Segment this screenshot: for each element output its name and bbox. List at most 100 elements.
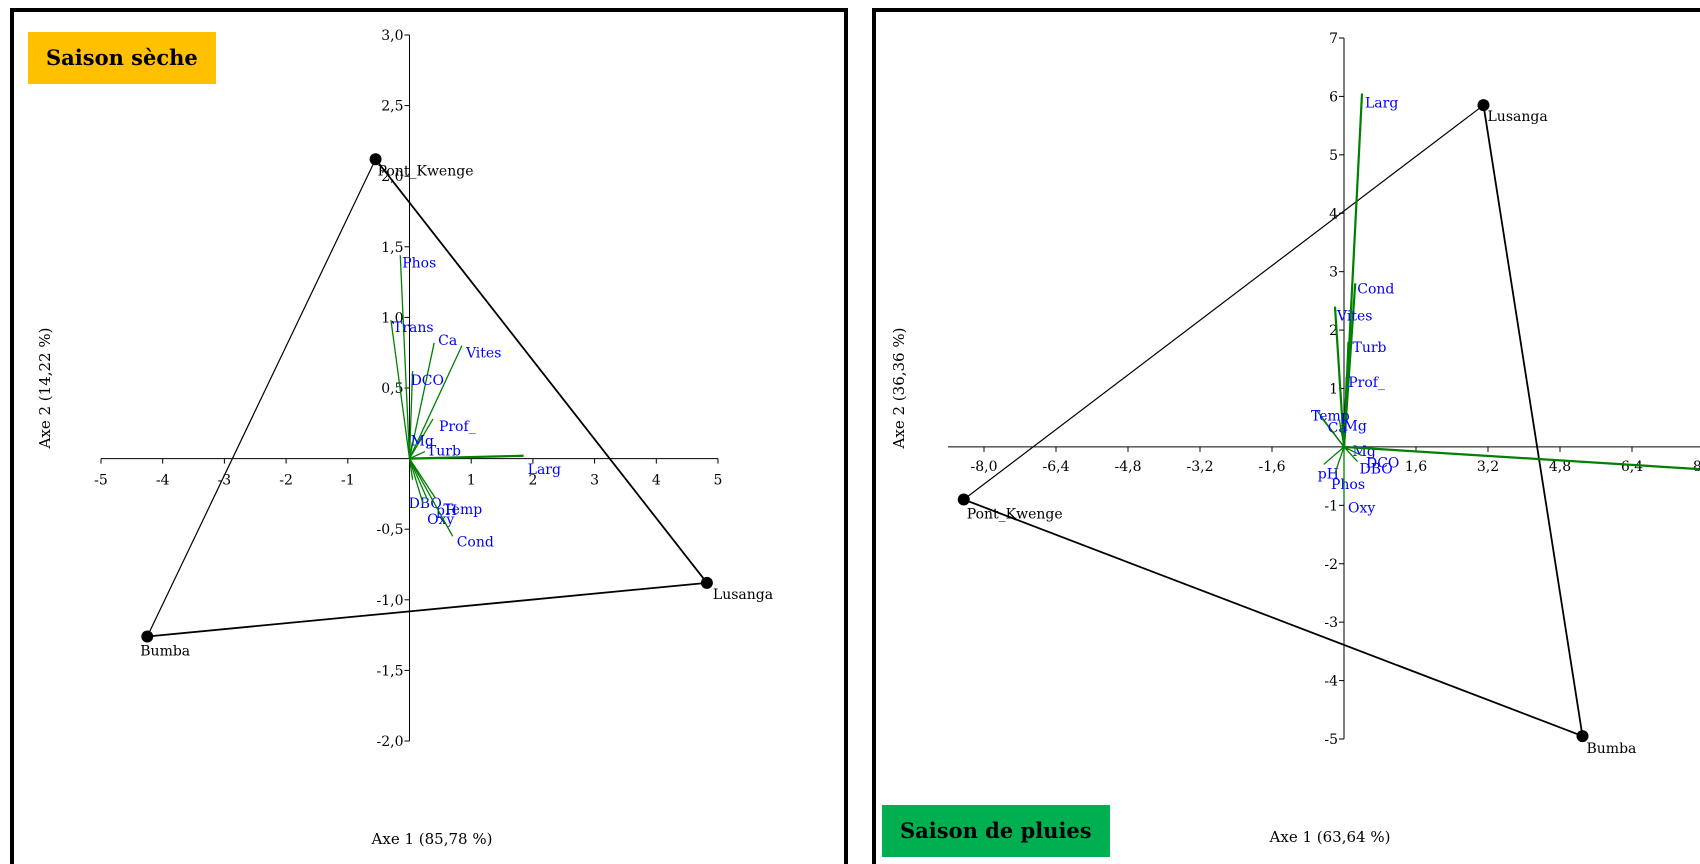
x-tick-label: 4 (652, 473, 661, 489)
variable-label-dbo: DBO (1360, 462, 1393, 478)
vector-prof (408, 418, 434, 459)
y-tick-label: -0,5 (377, 522, 404, 538)
variable-label-prof: Prof_ (1348, 375, 1385, 391)
vector-trans (1343, 445, 1700, 471)
x-tick-label: -3 (218, 473, 232, 489)
vector-larg (409, 454, 524, 460)
vector-dco (1343, 446, 1363, 457)
x-tick-label: 5 (714, 473, 723, 489)
x-tick-label: -4,8 (1115, 459, 1142, 475)
vector-dbo (1343, 446, 1358, 462)
variable-label-ph: pH (1318, 466, 1339, 482)
variable-label-mg: Mg (1344, 419, 1367, 435)
y-tick-label: -3 (1324, 615, 1338, 631)
x-tick-label: -6,4 (1043, 459, 1070, 475)
dry-season-label: Saison sèche (28, 32, 216, 84)
x-tick-label: -1,6 (1259, 459, 1286, 475)
vector-prof (1343, 376, 1347, 447)
vector-mg (1338, 420, 1345, 448)
vector-ca (408, 342, 435, 459)
x-axis-title: Axe 1 (63,64 %) (1269, 828, 1391, 846)
vector-phos (399, 255, 411, 459)
variable-label-phos: Phos (1331, 477, 1365, 493)
y-tick-label: 2,5 (381, 99, 403, 115)
site-point-pont-kwenge (957, 493, 970, 506)
variable-label-vites: Vites (1336, 309, 1372, 325)
y-tick-label: -1 (1324, 498, 1338, 514)
variable-label-phos: Phos (402, 255, 436, 271)
vector-ca (1323, 420, 1345, 448)
vector-oxy (408, 458, 424, 504)
vector-vites (408, 345, 463, 459)
y-tick-label: -2,0 (377, 734, 404, 750)
variable-label-oxy: Oxy (1348, 500, 1375, 516)
y-tick-label: -2 (1324, 557, 1338, 573)
variable-label-prof: Prof_ (439, 419, 476, 435)
x-tick-label: -3,2 (1187, 459, 1214, 475)
variable-label-turb: Turb (1353, 340, 1387, 356)
x-tick-label: 1 (467, 473, 476, 489)
x-tick-label: 2 (528, 473, 537, 489)
variable-label-dco: DCO (1366, 456, 1399, 472)
y-tick-label: 5 (1329, 148, 1338, 164)
y-tick-label: 6 (1329, 89, 1338, 105)
x-tick-label: 4,8 (1549, 459, 1571, 475)
y-tick-label: 1 (1329, 382, 1338, 398)
y-tick-label: 1,5 (381, 240, 403, 256)
x-tick-label: -1 (341, 473, 355, 489)
site-label-pont-kwenge: Pont_Kwenge (967, 506, 1063, 522)
vector-vites (1333, 306, 1346, 447)
y-axis-title: Axe 2 (14,22 %) (36, 328, 54, 450)
x-tick-label: 1,6 (1405, 459, 1427, 475)
y-tick-label: -5 (1324, 732, 1338, 748)
rainy-season-chart: -8,0 -6,4 -4,8 -3,2 -1,6 1,6 3,2 4,8 6,4 8,0 -5 -4 -… (890, 31, 1700, 846)
site-point-bumba (141, 630, 154, 643)
site-label-lusanga: Lusanga (713, 587, 773, 603)
variable-label-oxy: Oxy (427, 512, 454, 528)
variable-label-turb: Turb (427, 444, 461, 460)
site-point-bumba (1576, 730, 1589, 743)
x-tick-label: 6,4 (1621, 459, 1643, 475)
y-tick-label: 7 (1329, 31, 1338, 47)
vector-ph (1323, 446, 1345, 465)
variable-label-temp: Temp (443, 502, 482, 518)
site-label-bumba: Bumba (140, 644, 190, 660)
site-connector-line (963, 104, 1484, 500)
y-tick-label: 0,5 (381, 381, 403, 397)
x-tick-label: -5 (94, 473, 108, 489)
variable-label-cond: Cond (457, 534, 494, 550)
site-point-pont-kwenge (369, 153, 382, 166)
variable-label-vites: Vites (465, 346, 501, 362)
x-tick-label: -2 (279, 473, 293, 489)
x-axis-title: Axe 1 (85,78 %) (371, 830, 493, 848)
variable-label-dco: DCO (411, 373, 444, 389)
vector-dco (408, 371, 414, 459)
site-connector-line (1482, 105, 1584, 737)
y-tick-label: -1,5 (377, 663, 404, 679)
variable-label-ca: Ca (438, 333, 457, 349)
x-tick-label: -4 (156, 473, 170, 489)
x-tick-label: -8,0 (971, 459, 998, 475)
y-tick-label: 2 (1329, 323, 1338, 339)
site-connector-line (963, 498, 1583, 737)
y-tick-label: 3,0 (381, 28, 403, 44)
y-tick-label: 4 (1329, 206, 1338, 222)
variable-label-larg: Larg (528, 462, 561, 478)
site-label-lusanga: Lusanga (1488, 109, 1548, 125)
site-connector-line (147, 581, 707, 638)
vector-turb (409, 450, 426, 460)
site-label-bumba: Bumba (1587, 741, 1637, 757)
site-connector-line (374, 158, 708, 584)
variable-label-trans: Trans (393, 320, 434, 336)
x-tick-label: 3 (590, 473, 599, 489)
rainy-season-label: Saison de pluies (882, 805, 1110, 857)
vector-cond (408, 458, 454, 537)
x-tick-label: 3,2 (1477, 459, 1499, 475)
vector-phos (1334, 446, 1345, 474)
site-connector-line (146, 158, 377, 637)
y-tick-label: 1,0 (381, 310, 403, 326)
variable-label-cond: Cond (1357, 281, 1394, 297)
site-point-lusanga (700, 576, 713, 589)
y-tick-label: -1,0 (377, 593, 404, 609)
variable-label-dbo: DBO (409, 496, 442, 512)
